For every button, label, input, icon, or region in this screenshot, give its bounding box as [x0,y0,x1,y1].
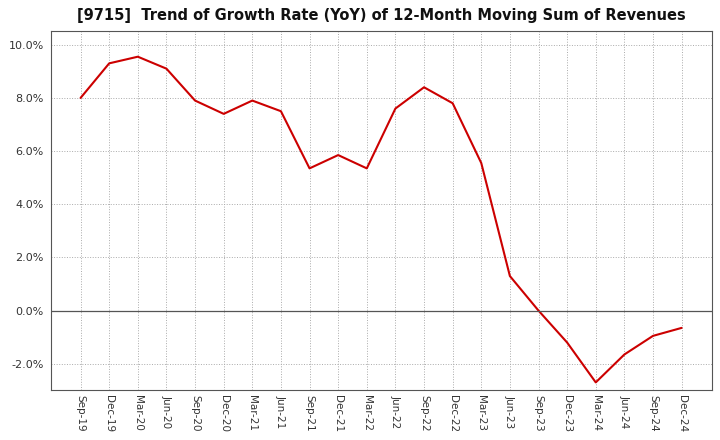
Title: [9715]  Trend of Growth Rate (YoY) of 12-Month Moving Sum of Revenues: [9715] Trend of Growth Rate (YoY) of 12-… [77,8,685,23]
